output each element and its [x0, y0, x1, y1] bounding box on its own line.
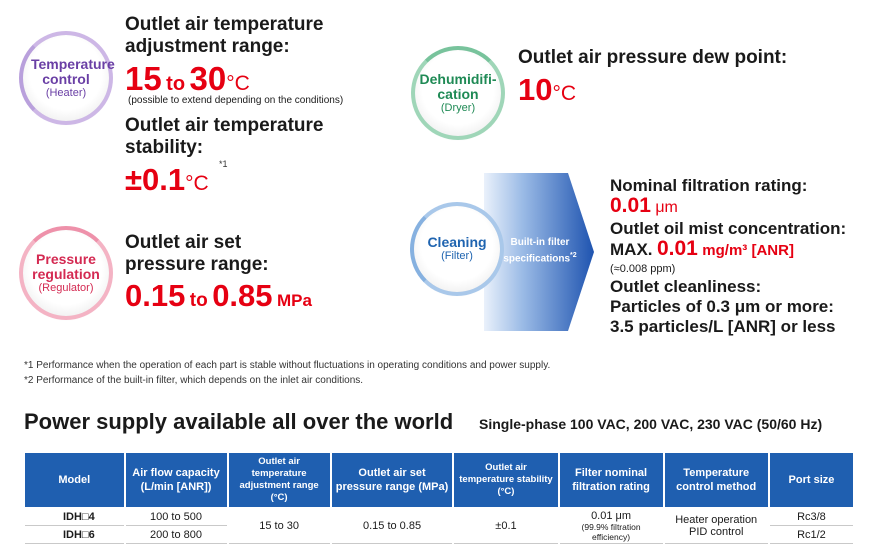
cleaning-circle: Cleaning (Filter): [410, 202, 504, 296]
col-temp-range: Outlet air temperature adjustment range …: [228, 453, 330, 507]
circle-title: Temperature control: [31, 55, 115, 87]
footnote-mark-1: *1: [219, 159, 228, 169]
temp-range-heading: Outlet air temperature adjustment range:: [125, 14, 324, 57]
spec-table: Model Air flow capacity (L/min [ANR]) Ou…: [23, 451, 855, 546]
temperature-control-circle: Temperature control (Heater): [19, 31, 115, 125]
cell-model: IDH□6: [25, 528, 124, 544]
footnote-2: *2 Performance of the built-in filter, w…: [24, 375, 364, 386]
power-subtitle: Single-phase 100 VAC, 200 VAC, 230 VAC (…: [479, 416, 823, 432]
cell-filter-rating: 0.01 μm (99.9% filtration efficiency): [559, 509, 663, 544]
col-control-method: Temperature control method: [664, 453, 768, 507]
filter-specs: Nominal filtration rating: 0.01 μm Outle…: [610, 176, 847, 336]
cell-port-size: Rc3/8: [769, 509, 853, 526]
cell-port-size: Rc1/2: [769, 528, 853, 544]
col-stability: Outlet air temperature stability (°C): [454, 453, 558, 507]
temp-stability-value: ±0.1°C: [125, 162, 209, 197]
col-pressure-range: Outlet air set pressure range (MPa): [331, 453, 453, 507]
col-model: Model: [25, 453, 124, 507]
temp-range-note: (possible to extend depending on the con…: [128, 95, 344, 106]
cell-control-method: Heater operation PID control: [664, 509, 768, 544]
col-flow: Air flow capacity (L/min [ANR]): [125, 453, 227, 507]
cell-flow: 100 to 500: [125, 509, 227, 526]
dew-point-heading: Outlet air pressure dew point:: [518, 47, 788, 68]
pressure-range-heading: Outlet air set pressure range:: [125, 232, 269, 275]
footnote-1: *1 Performance when the operation of eac…: [24, 360, 551, 371]
table-row: IDH□4 100 to 500 15 to 30 0.15 to 0.85 ±…: [25, 509, 853, 544]
power-title: Power supply available all over the worl…: [24, 409, 454, 434]
temp-stability-heading: Outlet air temperature stability:: [125, 115, 324, 158]
pressure-range-value: 0.15 to 0.85 MPa: [125, 278, 312, 313]
col-filter-rating: Filter nominal filtration rating: [559, 453, 663, 507]
cell-model: IDH□4: [25, 509, 124, 526]
temp-range-value: 15 to 30°C: [125, 60, 250, 97]
cell-stability: ±0.1: [454, 509, 558, 544]
cell-pressure-range: 0.15 to 0.85: [331, 509, 453, 544]
pressure-regulation-circle: Pressure regulation (Regulator): [19, 226, 113, 320]
dew-point-value: 10°C: [518, 72, 577, 107]
cell-flow: 200 to 800: [125, 528, 227, 544]
cell-temp-range: 15 to 30: [228, 509, 330, 544]
col-port-size: Port size: [769, 453, 853, 507]
table-header-row: Model Air flow capacity (L/min [ANR]) Ou…: [25, 453, 853, 507]
dehumidification-circle: Dehumidifi- cation (Dryer): [411, 46, 505, 140]
filter-specs-label: Built-in filter specifications*2: [503, 237, 577, 265]
circle-subtitle: (Heater): [45, 86, 87, 99]
filter-specs-arrow: [484, 173, 594, 331]
